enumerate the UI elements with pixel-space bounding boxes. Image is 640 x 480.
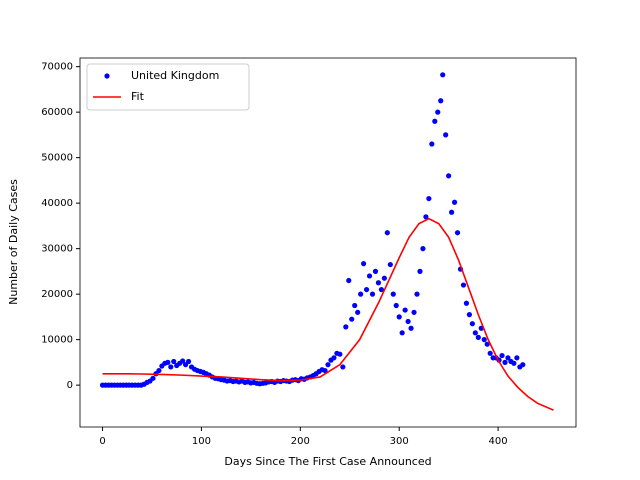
data-point [426, 195, 432, 202]
data-point [150, 375, 156, 381]
y-tick-label: 40000 [41, 198, 73, 209]
data-point [420, 246, 426, 252]
data-point [325, 362, 331, 368]
data-point [443, 132, 449, 138]
data-point [399, 330, 405, 336]
data-point [429, 141, 435, 147]
data-point [355, 309, 361, 315]
x-tick-label: 200 [291, 436, 310, 447]
y-tick-label: 50000 [41, 153, 73, 164]
data-point [352, 302, 358, 309]
x-tick-label: 400 [489, 436, 508, 447]
data-point [514, 355, 520, 361]
data-point [511, 360, 517, 366]
data-point [502, 359, 508, 365]
data-point [381, 275, 387, 281]
data-point [405, 318, 411, 325]
data-point [469, 321, 475, 327]
data-point [349, 316, 355, 322]
data-point [438, 98, 444, 104]
y-tick-label: 10000 [41, 335, 73, 346]
data-point [363, 286, 370, 293]
data-point [414, 291, 420, 297]
data-point [499, 352, 505, 359]
data-point [454, 230, 461, 236]
legend-label: Fit [131, 90, 145, 103]
data-point [366, 273, 373, 279]
data-point [432, 118, 438, 124]
data-point [481, 337, 487, 343]
data-point [451, 199, 458, 205]
data-point [346, 277, 352, 284]
data-point [417, 268, 423, 274]
data-point [372, 268, 379, 274]
data-point [185, 358, 192, 365]
data-point [411, 309, 417, 315]
plot-area [99, 72, 554, 411]
data-point [171, 358, 177, 365]
data-point [449, 209, 455, 215]
data-point [360, 261, 367, 267]
data-point [390, 291, 396, 297]
y-tick-label: 30000 [41, 244, 73, 255]
data-point [322, 367, 328, 374]
data-point [472, 330, 478, 336]
data-point [484, 341, 490, 347]
legend-marker [104, 73, 110, 79]
data-point [331, 355, 337, 361]
data-point [378, 286, 384, 293]
data-point [466, 312, 473, 318]
data-point [475, 334, 481, 340]
data-point [343, 324, 349, 330]
legend-box [86, 63, 250, 111]
data-point [156, 367, 162, 374]
axes-frame [79, 57, 577, 428]
y-tick-label: 20000 [41, 289, 73, 300]
y-axis-label: Number of Daily Cases [7, 179, 20, 305]
data-point [423, 214, 429, 220]
data-point [463, 300, 470, 306]
data-point [487, 350, 493, 356]
data-point [408, 325, 414, 331]
y-tick-label: 60000 [41, 107, 73, 118]
data-point [396, 314, 402, 320]
data-point [358, 291, 364, 297]
data-point [387, 261, 393, 268]
data-point [168, 364, 174, 370]
data-point [369, 291, 376, 297]
data-point [375, 280, 382, 286]
fit-line [102, 217, 554, 411]
data-point [440, 72, 446, 78]
data-point [165, 359, 171, 365]
data-point [435, 109, 441, 115]
x-tick-label: 100 [192, 436, 211, 447]
data-point [446, 173, 452, 179]
x-axis-label: Days Since The First Case Announced [224, 455, 431, 468]
data-point [505, 355, 511, 361]
legend-label: United Kingdom [131, 69, 219, 82]
data-point [384, 230, 390, 236]
x-tick-label: 300 [390, 436, 409, 447]
data-point [520, 362, 526, 368]
y-tick-label: 70000 [41, 62, 73, 73]
y-tick-label: 0 [67, 380, 73, 391]
x-tick-label: 0 [99, 436, 105, 447]
data-point [337, 351, 343, 357]
data-point [180, 358, 186, 364]
data-point [402, 307, 408, 313]
data-point [460, 282, 467, 288]
data-point [393, 302, 399, 309]
data-point [340, 364, 346, 370]
